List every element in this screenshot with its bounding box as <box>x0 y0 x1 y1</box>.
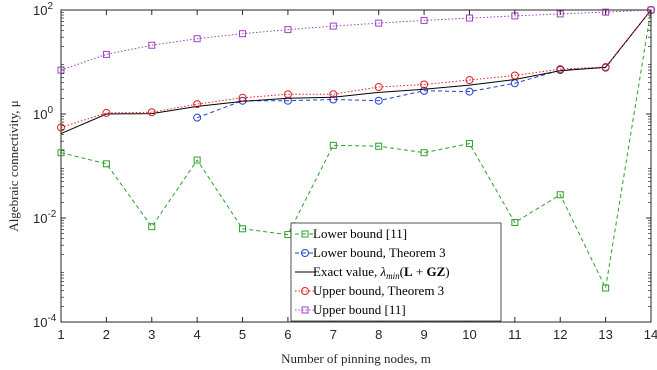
x-tick-label: 5 <box>239 327 246 342</box>
data-point-circle <box>510 71 519 80</box>
x-tick-label: 9 <box>420 327 427 342</box>
x-tick-label: 7 <box>330 327 337 342</box>
data-point-circle <box>238 93 247 102</box>
legend-item-upper-bound-11: Upper bound [11] <box>295 302 406 317</box>
data-point-circle <box>147 108 156 117</box>
legend-swatch-circle-marker <box>301 287 309 295</box>
legend-box <box>290 222 502 322</box>
y-tick-label: 100 <box>33 105 53 122</box>
data-point-square <box>284 26 292 34</box>
x-tick-label: 12 <box>553 327 567 342</box>
legend-item-lower-bound-11: Lower bound [11] <box>295 226 407 241</box>
data-point-square <box>193 156 201 164</box>
x-tick-label: 4 <box>194 327 201 342</box>
data-point-square <box>375 142 383 150</box>
data-point-circle <box>329 90 338 99</box>
series-line <box>60 9 652 290</box>
data-point-square <box>375 19 383 27</box>
legend-label: Upper bound, Theorem 3 <box>313 283 444 298</box>
data-point-square <box>556 191 564 199</box>
data-point-square <box>602 8 610 16</box>
series-line <box>60 9 652 71</box>
data-point-square <box>329 141 337 149</box>
data-point-square <box>602 284 610 292</box>
legend-label: Exact value, λmin(L + GZ) <box>313 264 450 281</box>
data-point-square <box>465 140 473 148</box>
legend-item-exact-value: Exact value, λmin(L + GZ) <box>295 264 450 281</box>
data-point-circle <box>420 86 429 95</box>
legend-item-upper-bound-theorem-3: Upper bound, Theorem 3 <box>295 283 444 298</box>
data-point-square <box>148 223 156 231</box>
x-tick-label: 2 <box>103 327 110 342</box>
series-layer <box>57 6 655 292</box>
y-tick-label: 102 <box>33 1 53 18</box>
data-point-circle <box>374 83 383 92</box>
y-tick-label: 10-2 <box>33 209 57 226</box>
legend-label: Lower bound, Theorem 3 <box>313 245 446 260</box>
x-tick-label: 13 <box>598 327 612 342</box>
legend: Lower bound [11] Lower bound, Theorem 3 … <box>290 222 502 322</box>
legend-label: Lower bound [11] <box>313 226 407 241</box>
data-point-square <box>420 16 428 24</box>
x-tick-label: 8 <box>375 327 382 342</box>
x-tick-label: 10 <box>462 327 476 342</box>
series-line <box>60 9 652 128</box>
data-point-square <box>420 149 428 157</box>
data-point-circle <box>283 96 292 105</box>
x-tick-label: 6 <box>284 327 291 342</box>
legend-label: Upper bound [11] <box>313 302 406 317</box>
data-point-circle <box>193 100 202 109</box>
legend-item-lower-bound-theorem-3: Lower bound, Theorem 3 <box>295 245 446 260</box>
data-point-square <box>239 30 247 38</box>
data-point-circle <box>420 80 429 89</box>
x-tick-label: 14 <box>644 327 657 342</box>
data-point-square <box>57 149 65 157</box>
data-point-square <box>102 50 110 58</box>
data-point-circle <box>329 95 338 104</box>
data-point-circle <box>556 65 565 74</box>
x-tick-label: 3 <box>148 327 155 342</box>
series-line <box>60 9 652 135</box>
x-tick-label: 11 <box>508 327 522 342</box>
y-tick-label: 10-4 <box>33 313 57 330</box>
x-axis-title: Number of pinning nodes, m <box>281 351 431 366</box>
data-point-square <box>148 41 156 49</box>
series-2 <box>60 9 652 135</box>
data-point-square <box>511 218 519 226</box>
data-point-square <box>239 225 247 233</box>
data-point-circle <box>374 96 383 105</box>
legend-swatch-square-marker <box>301 306 309 314</box>
data-point-square <box>193 35 201 43</box>
data-point-square <box>465 14 473 22</box>
x-tick-label: 1 <box>57 327 64 342</box>
legend-swatch-square-marker <box>301 230 309 238</box>
data-point-circle <box>102 108 111 117</box>
data-point-circle <box>57 123 65 132</box>
legend-swatch-circle-marker <box>301 249 309 257</box>
series-3 <box>57 6 655 132</box>
data-point-square <box>329 22 337 30</box>
y-axis-title: Algebraic connectivity, μ <box>6 100 21 231</box>
data-point-circle <box>465 87 474 96</box>
data-point-circle <box>283 90 292 99</box>
data-point-square <box>102 160 110 168</box>
data-point-circle <box>601 63 610 72</box>
data-point-circle <box>465 76 474 85</box>
data-point-circle <box>193 113 202 122</box>
